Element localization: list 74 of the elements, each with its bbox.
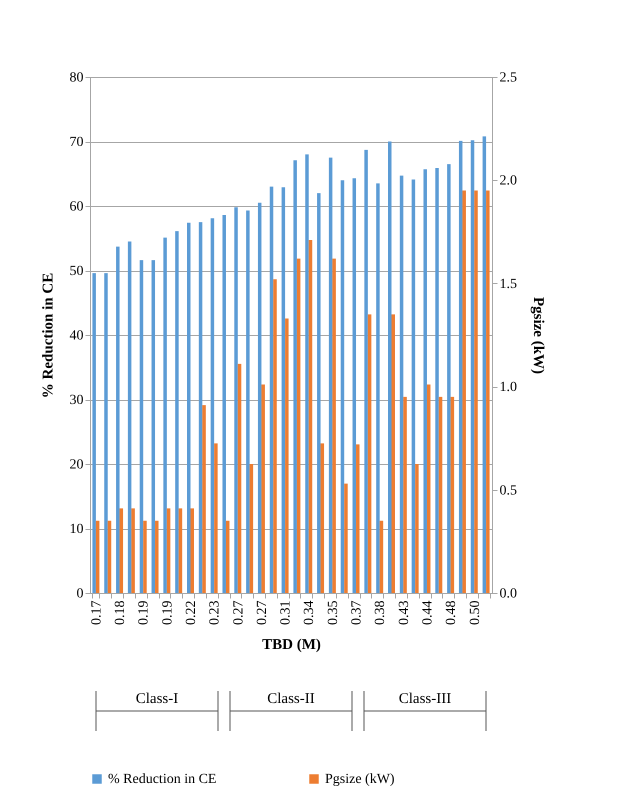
x-tick-label: 0.27 <box>254 600 270 625</box>
bar <box>344 484 348 593</box>
x-tick-label: 0.35 <box>326 600 341 625</box>
y-tick-label: 10 <box>70 522 84 537</box>
legend-label: % Reduction in CE <box>108 772 216 787</box>
bar <box>187 222 190 593</box>
y2-tick-label: 1.5 <box>500 276 517 292</box>
bar <box>423 169 427 593</box>
bar <box>131 508 135 593</box>
y2-tick-label: 0.0 <box>500 586 517 602</box>
bar <box>96 520 100 593</box>
y2-tick-label: 2.5 <box>500 70 517 86</box>
x-tick-label: 0.23 <box>208 600 223 625</box>
bar <box>222 215 226 593</box>
bar <box>352 178 356 593</box>
bar <box>104 273 108 593</box>
bar <box>412 180 416 593</box>
x-tick-label: 0.18 <box>113 600 128 625</box>
x-tick-label: 0.34 <box>302 600 318 625</box>
bar <box>155 520 159 593</box>
bar <box>317 193 321 593</box>
bar <box>140 260 144 593</box>
text: Class-I <box>136 691 178 707</box>
bar <box>376 183 380 593</box>
x-tick-label: 0.38 <box>373 600 388 625</box>
y-tick-label: 50 <box>70 264 84 279</box>
bar <box>175 231 179 593</box>
y-tick-label: 40 <box>70 328 84 344</box>
bar <box>447 164 451 593</box>
bar <box>166 508 170 593</box>
x-tick-label: 0.43 <box>396 600 412 625</box>
text: Class-II <box>267 691 315 707</box>
bar <box>163 238 167 593</box>
x-tick-label: 0.22 <box>184 600 199 625</box>
y-tick-label: 80 <box>70 70 84 86</box>
y-tick-label: 0 <box>76 586 84 602</box>
x-tick-label: 0.48 <box>444 600 460 625</box>
bar <box>120 508 124 593</box>
y-tick-label: 60 <box>70 200 84 214</box>
y-tick-label: 30 <box>70 393 84 408</box>
bar <box>92 273 96 593</box>
legend-label: Pgsize (kW) <box>325 772 395 787</box>
bar <box>143 520 147 593</box>
bar <box>340 180 344 593</box>
bar <box>108 520 112 593</box>
bar <box>415 464 419 593</box>
bar <box>128 241 132 593</box>
x-tick-label: 0.27 <box>231 600 246 625</box>
bar <box>246 210 250 593</box>
bar <box>400 176 404 593</box>
x-tick-label: 0.37 <box>350 600 365 625</box>
y-axis-title: % Reduction in CE <box>40 272 56 398</box>
x-tick-label: 0.44 <box>420 600 436 625</box>
bar <box>152 260 156 593</box>
bar <box>226 520 230 593</box>
bar <box>116 246 120 593</box>
bar <box>380 520 384 593</box>
x-tick-label: 0.17 <box>89 600 104 625</box>
x-axis-title: TBD (M) <box>262 637 321 653</box>
x-tick-label: 0.50 <box>468 600 483 625</box>
bar <box>210 218 214 593</box>
x-tick-label: 0.31 <box>278 600 294 625</box>
y2-axis-title: Pgsize (kW) <box>530 296 546 374</box>
y-tick-label: 20 <box>70 458 84 472</box>
text: Class-III <box>398 691 452 707</box>
bar <box>190 508 194 593</box>
bar <box>435 168 439 593</box>
y2-tick-label: 2.0 <box>500 174 517 189</box>
x-tick-label: 0.19 <box>160 600 176 625</box>
y-tick-label: 70 <box>70 135 84 150</box>
y2-tick-label: 1.0 <box>500 380 517 396</box>
x-tick-label: 0.19 <box>136 600 152 625</box>
y2-tick-label: 0.5 <box>500 483 517 498</box>
bar <box>178 508 182 593</box>
